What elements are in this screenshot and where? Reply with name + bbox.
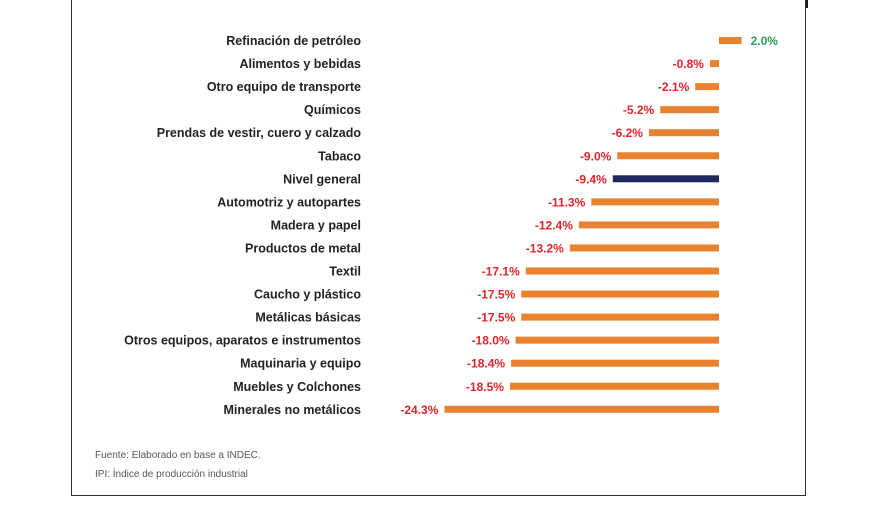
bar-caucho-y-plastico <box>521 290 719 298</box>
category-label-caucho-y-plastico: Caucho y plástico <box>254 288 361 302</box>
category-label-minerales-no-metalicos: Minerales no metálicos <box>223 403 361 417</box>
category-label-metalicas-basicas: Metálicas básicas <box>255 311 361 325</box>
bar-otro-equipo-de-transporte <box>695 83 719 91</box>
value-label-muebles-y-colchones: -18.5% <box>466 380 504 394</box>
bar-metalicas-basicas <box>521 313 719 321</box>
value-label-alimentos-y-bebidas: -0.8% <box>673 57 705 71</box>
category-label-madera-y-papel: Madera y papel <box>271 218 361 232</box>
value-label-nivel-general: -9.4% <box>575 172 607 186</box>
value-label-metalicas-basicas: -17.5% <box>477 311 515 325</box>
category-label-quimicos: Químicos <box>304 103 361 117</box>
value-label-automotriz-y-autopartes: -11.3% <box>548 195 586 209</box>
value-label-textil: -17.1% <box>482 265 520 279</box>
value-label-prendas-de-vestir-cuero-y-calzado: -6.2% <box>612 126 644 140</box>
category-label-otro-equipo-de-transporte: Otro equipo de transporte <box>207 80 361 94</box>
category-label-maquinaria-y-equipo: Maquinaria y equipo <box>240 357 361 371</box>
value-label-productos-de-metal: -13.2% <box>526 241 564 255</box>
ipi-footnote: IPI: Índice de producción industrial <box>95 469 248 480</box>
value-label-quimicos: -5.2% <box>623 103 655 117</box>
value-label-otro-equipo-de-transporte: -2.1% <box>658 80 690 94</box>
bar-automotriz-y-autopartes <box>591 198 719 206</box>
value-label-tabaco: -9.0% <box>580 149 612 163</box>
bar-productos-de-metal <box>569 244 719 252</box>
bar-textil <box>525 267 719 275</box>
bar-alimentos-y-bebidas <box>709 60 719 68</box>
category-label-prendas-de-vestir-cuero-y-calzado: Prendas de vestir, cuero y calzado <box>157 126 362 140</box>
value-label-caucho-y-plastico: -17.5% <box>477 288 515 302</box>
bar-minerales-no-metalicos <box>444 405 719 413</box>
source-footnote: Fuente: Elaborado en base a INDEC. <box>95 450 261 461</box>
category-label-nivel-general: Nivel general <box>283 172 361 186</box>
category-label-alimentos-y-bebidas: Alimentos y bebidas <box>239 57 361 71</box>
value-label-maquinaria-y-equipo: -18.4% <box>467 357 505 371</box>
bar-nivel-general <box>612 175 719 183</box>
category-label-otros-equipos-aparatos-e-instrumentos: Otros equipos, aparatos e instrumentos <box>124 334 361 348</box>
bar-madera-y-papel <box>578 221 719 229</box>
category-label-productos-de-metal: Productos de metal <box>245 241 361 255</box>
bar-refinacion-de-petroleo <box>719 37 742 44</box>
category-label-refinacion-de-petroleo: Refinación de petróleo <box>226 34 361 48</box>
category-label-automotriz-y-autopartes: Automotriz y autopartes <box>217 195 361 209</box>
bar-quimicos <box>660 106 719 114</box>
category-label-textil: Textil <box>329 265 361 279</box>
bar-muebles-y-colchones <box>509 382 719 390</box>
value-label-madera-y-papel: -12.4% <box>535 218 573 232</box>
bar-prendas-de-vestir-cuero-y-calzado <box>648 129 719 137</box>
category-label-muebles-y-colchones: Muebles y Colchones <box>233 380 361 394</box>
value-label-refinacion-de-petroleo: 2.0% <box>751 34 779 48</box>
bar-otros-equipos-aparatos-e-instrumentos <box>515 336 719 344</box>
bar-tabaco <box>617 152 719 160</box>
bar-maquinaria-y-equipo <box>511 359 719 367</box>
value-label-otros-equipos-aparatos-e-instrumentos: -18.0% <box>472 334 510 348</box>
category-label-tabaco: Tabaco <box>318 149 361 163</box>
value-label-minerales-no-metalicos: -24.3% <box>400 403 438 417</box>
